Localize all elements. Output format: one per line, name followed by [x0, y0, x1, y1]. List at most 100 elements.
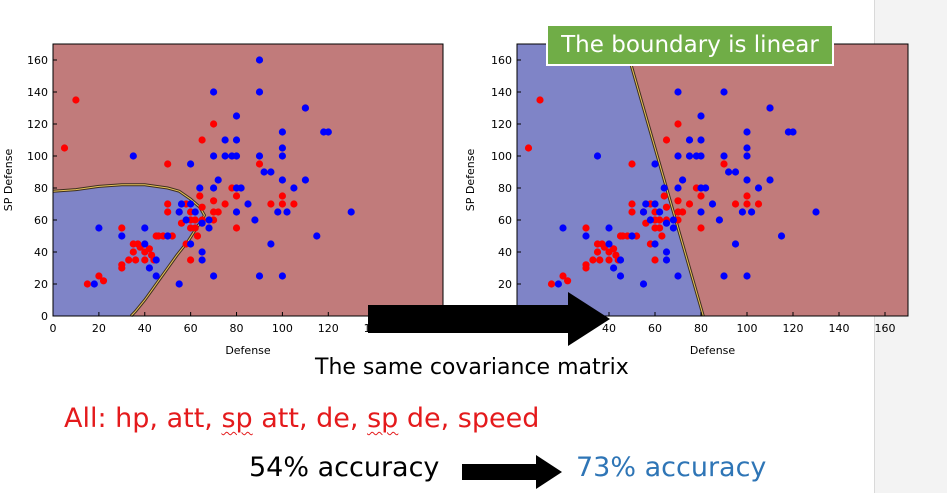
point-red	[255, 160, 264, 168]
point-blue	[766, 176, 774, 184]
point-red	[589, 256, 597, 264]
point-blue	[697, 152, 705, 160]
point-blue	[656, 208, 664, 216]
point-blue	[187, 200, 195, 208]
series-blue	[90, 56, 355, 288]
x-tick-label: 140	[829, 322, 850, 335]
point-red	[651, 256, 659, 264]
point-red	[697, 224, 705, 232]
point-blue	[720, 152, 728, 160]
y-tick-label: 160	[491, 54, 512, 67]
region-blue	[517, 44, 704, 316]
x-tick-label: 40	[138, 322, 152, 335]
point-blue	[118, 232, 126, 240]
point-blue	[708, 200, 717, 208]
point-red	[596, 256, 604, 264]
point-red	[582, 224, 590, 232]
point-blue	[347, 208, 355, 216]
point-blue	[278, 128, 286, 136]
point-red	[193, 232, 202, 240]
point-blue	[702, 184, 710, 192]
point-blue	[210, 88, 218, 96]
point-blue	[685, 136, 694, 144]
point-blue	[639, 208, 648, 216]
point-blue	[593, 152, 602, 160]
point-red	[628, 208, 636, 216]
point-red	[559, 272, 567, 280]
point-red	[547, 280, 556, 288]
point-blue	[674, 152, 682, 160]
point-red	[141, 256, 149, 264]
point-blue	[141, 240, 149, 248]
point-blue	[662, 219, 671, 227]
x-tick-label: 100	[737, 322, 758, 335]
point-blue	[210, 272, 218, 280]
accuracy-after: 73% accuracy	[576, 452, 767, 483]
point-red	[232, 224, 241, 232]
point-red	[656, 216, 664, 224]
point-blue	[177, 200, 186, 208]
x-tick-label: 0	[50, 322, 57, 335]
point-red	[720, 160, 728, 168]
point-red	[656, 224, 664, 232]
point-blue	[255, 88, 264, 96]
point-blue	[255, 272, 264, 280]
point-blue	[616, 256, 625, 264]
point-blue	[743, 176, 751, 184]
point-red	[72, 96, 80, 104]
y-tick-label: 80	[34, 182, 48, 195]
point-red	[743, 192, 751, 200]
point-blue	[90, 280, 98, 288]
point-blue	[651, 200, 659, 208]
point-red	[628, 160, 636, 168]
point-blue	[255, 152, 264, 160]
point-blue	[697, 208, 705, 216]
y-tick-label: 20	[498, 278, 512, 291]
point-blue	[274, 208, 282, 216]
point-blue	[679, 176, 687, 184]
point-red	[198, 136, 206, 144]
point-blue	[610, 264, 618, 272]
point-red	[191, 224, 199, 232]
point-red	[662, 136, 671, 144]
point-blue	[669, 224, 678, 232]
x-tick-label: 80	[694, 322, 708, 335]
point-blue	[152, 272, 160, 280]
point-blue	[232, 112, 241, 120]
x-tick-label: 100	[272, 322, 293, 335]
point-blue	[605, 240, 613, 248]
point-blue	[244, 200, 252, 208]
features-sp-1: sp	[221, 403, 253, 434]
point-red	[129, 248, 137, 256]
point-blue	[267, 168, 275, 176]
point-blue	[731, 240, 740, 248]
point-red	[674, 120, 682, 128]
x-tick-label: 160	[875, 322, 896, 335]
y-tick-label: 60	[498, 214, 512, 227]
point-red	[685, 200, 694, 208]
point-red	[605, 256, 613, 264]
y-tick-label: 100	[491, 150, 512, 163]
point-blue	[669, 216, 678, 224]
y-tick-label: 80	[498, 182, 512, 195]
point-blue	[278, 152, 286, 160]
plot-frame	[52, 43, 444, 317]
scatter-chart-linear: 0204060801001201401600204060801001201401…	[464, 43, 909, 357]
y-axis-label: SP Defense	[464, 149, 477, 212]
point-blue	[283, 208, 291, 216]
point-red	[99, 277, 108, 285]
point-blue	[743, 128, 751, 136]
y-tick-label: 160	[27, 54, 48, 67]
scatter-chart-quadratic: 0204060801001201401600204060801001201401…	[2, 43, 444, 357]
point-blue	[651, 160, 659, 168]
point-red	[731, 200, 740, 208]
point-blue	[232, 136, 241, 144]
x-tick-label: 120	[783, 322, 804, 335]
point-blue	[214, 176, 222, 184]
point-blue	[313, 232, 321, 240]
point-red	[524, 144, 533, 152]
point-blue	[205, 216, 213, 224]
point-red	[95, 272, 103, 280]
point-blue	[674, 88, 682, 96]
point-blue	[674, 272, 682, 280]
